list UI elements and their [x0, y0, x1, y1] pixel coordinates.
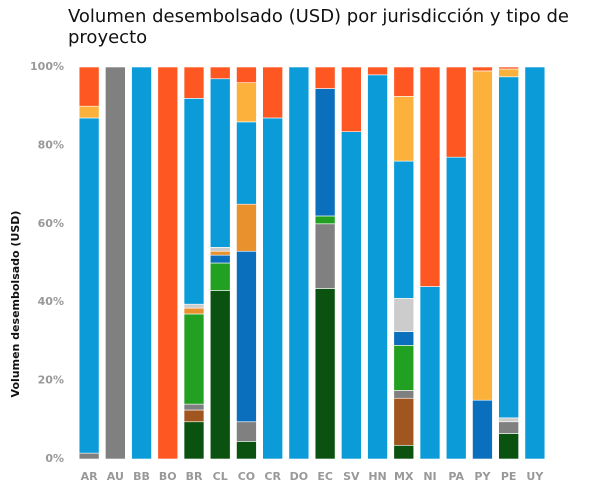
bar-segment — [314, 288, 336, 460]
bar-segment — [183, 303, 205, 309]
bar-segment — [183, 403, 205, 411]
bar-segment — [498, 68, 519, 78]
bar-segment — [183, 409, 205, 423]
bar-segment — [314, 88, 336, 217]
bar-segment — [105, 66, 126, 460]
bar-segment — [498, 421, 519, 434]
bar-segment — [157, 66, 179, 460]
bar-segment — [78, 66, 100, 107]
x-tick-label: CO — [238, 470, 255, 482]
x-tick-label: AU — [107, 470, 124, 482]
bar-segment — [498, 417, 519, 423]
bar-segment — [236, 421, 257, 442]
bar-segment — [183, 313, 205, 405]
x-tick-label: DO — [290, 470, 308, 482]
bar-segment — [262, 117, 283, 460]
bar-segment — [419, 66, 441, 287]
bar-segment — [236, 250, 257, 423]
x-tick-label: CR — [264, 470, 281, 482]
x-tick-label: PE — [501, 470, 517, 482]
x-tick-label: PA — [448, 470, 464, 482]
bar-segment — [472, 399, 493, 460]
bar-segment — [314, 215, 336, 225]
bar-segment — [209, 66, 231, 80]
chart-title: Volumen desembolsado (USD) por jurisdicc… — [68, 6, 570, 48]
bar-segment — [183, 98, 205, 305]
bar-segment — [498, 433, 519, 460]
bar-segment — [236, 203, 257, 252]
y-axis-label: Volumen desembolsado (USD) — [9, 211, 22, 398]
bar-segment — [393, 444, 415, 460]
y-tick-label: 0% — [45, 452, 64, 465]
x-tick-label: HN — [368, 470, 386, 482]
bar-segment — [367, 66, 388, 76]
y-tick-label: 60% — [38, 217, 64, 230]
bar-segment — [236, 121, 257, 205]
bar-segment — [314, 223, 336, 289]
x-tick-label: PY — [474, 470, 491, 482]
bar-segment — [78, 452, 100, 460]
x-tick-label: CL — [213, 470, 228, 482]
x-tick-label: NI — [423, 470, 436, 482]
bar-segment — [393, 345, 415, 391]
bar-segment — [445, 66, 467, 158]
bar-segment — [209, 254, 231, 264]
bar-segment — [341, 131, 362, 460]
bar-segment — [236, 82, 257, 123]
x-tick-label: BR — [186, 470, 203, 482]
bar-segment — [393, 397, 415, 446]
bar-segment — [393, 66, 415, 97]
bar-segment — [209, 262, 231, 291]
bar-segment — [262, 66, 283, 119]
bar-segment — [498, 76, 519, 419]
x-tick-label: SV — [343, 470, 360, 482]
bar-segment — [472, 66, 493, 72]
bar-segment — [183, 421, 205, 460]
bar-segment — [393, 96, 415, 162]
bar-segment — [183, 307, 205, 315]
y-tick-label: 80% — [38, 138, 64, 151]
bar-segment — [393, 390, 415, 399]
y-tick-label: 40% — [38, 295, 64, 308]
bar-segment — [209, 250, 231, 256]
bar-segment — [209, 290, 231, 460]
bar-segment — [393, 331, 415, 346]
bar-segment — [393, 160, 415, 299]
bar-segment — [236, 66, 257, 83]
bar-segment — [445, 156, 467, 460]
bar-segment — [131, 66, 152, 460]
bar-segment — [288, 66, 310, 460]
bar-segment — [314, 66, 336, 89]
bar-segment — [236, 441, 257, 460]
x-tick-label: UY — [526, 470, 544, 482]
bar-segment — [419, 286, 441, 460]
bar-segment — [524, 66, 546, 460]
bar-segment — [472, 70, 493, 401]
x-tick-label: MX — [394, 470, 414, 482]
bar-segment — [209, 247, 231, 252]
x-tick-label: EC — [317, 470, 333, 482]
y-tick-label: 100% — [30, 60, 64, 73]
bar-segment — [78, 117, 100, 454]
x-tick-label: BO — [159, 470, 177, 482]
x-tick-label: AR — [81, 470, 99, 482]
bar-segment — [183, 66, 205, 99]
bar-segment — [393, 297, 415, 332]
x-tick-label: BB — [133, 470, 150, 482]
bar-segment — [341, 66, 362, 132]
bar-segment — [498, 66, 519, 70]
bar-segment — [78, 105, 100, 119]
bar-segment — [367, 74, 388, 460]
bar-segment — [209, 78, 231, 248]
y-tick-label: 20% — [38, 374, 64, 387]
